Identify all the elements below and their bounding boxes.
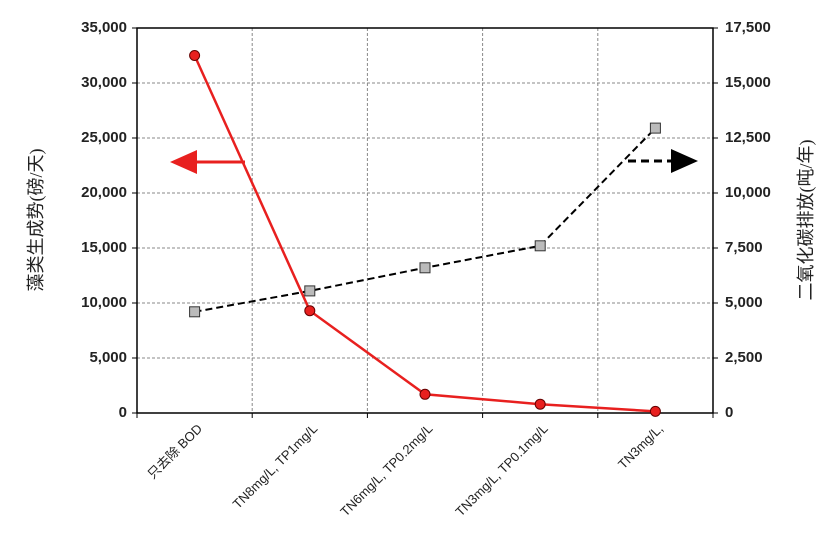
y2-tick-label: 10,000 [725, 184, 771, 201]
x-tick-label: TN3mg/L, TP0.1mg/L [452, 421, 550, 519]
y-tick-label: 15,000 [81, 239, 127, 256]
marker [419, 262, 431, 274]
y-tick-label: 5,000 [89, 349, 127, 366]
y2-tick-label: 12,500 [725, 129, 771, 146]
y2-tick-label: 2,500 [725, 349, 763, 366]
y-tick-label: 25,000 [81, 129, 127, 146]
marker [304, 285, 316, 297]
y-tick-label: 0 [119, 404, 127, 421]
series-line [194, 127, 657, 313]
y2-tick-label: 7,500 [725, 239, 763, 256]
marker [649, 122, 661, 134]
marker [534, 398, 546, 410]
x-tick-label: TN3mg/L, [615, 421, 666, 472]
x-tick-label: 只去除 BOD [144, 421, 205, 482]
marker [419, 388, 431, 400]
y-tick-label: 30,000 [81, 74, 127, 91]
y2-tick-label: 5,000 [725, 294, 763, 311]
y2-axis-title: 二氧化碳排放(吨/年) [796, 140, 817, 301]
plot-border [136, 27, 714, 414]
y2-tick-label: 15,000 [725, 74, 771, 91]
x-tick-label: TN8mg/L, TP1mg/L [230, 421, 321, 512]
x-tick-label: TN6mg/L, TP0.2mg/L [337, 421, 435, 519]
y2-tick-label: 0 [725, 404, 733, 421]
y-tick-label: 10,000 [81, 294, 127, 311]
y2-tick-label: 17,500 [725, 19, 771, 36]
y-axis-title: 藻类生成势(磅/天) [26, 149, 47, 292]
y-tick-label: 35,000 [81, 19, 127, 36]
marker [534, 240, 546, 252]
marker [649, 405, 661, 417]
marker [189, 306, 201, 318]
marker [304, 305, 316, 317]
y-tick-label: 20,000 [81, 184, 127, 201]
marker [189, 50, 201, 61]
